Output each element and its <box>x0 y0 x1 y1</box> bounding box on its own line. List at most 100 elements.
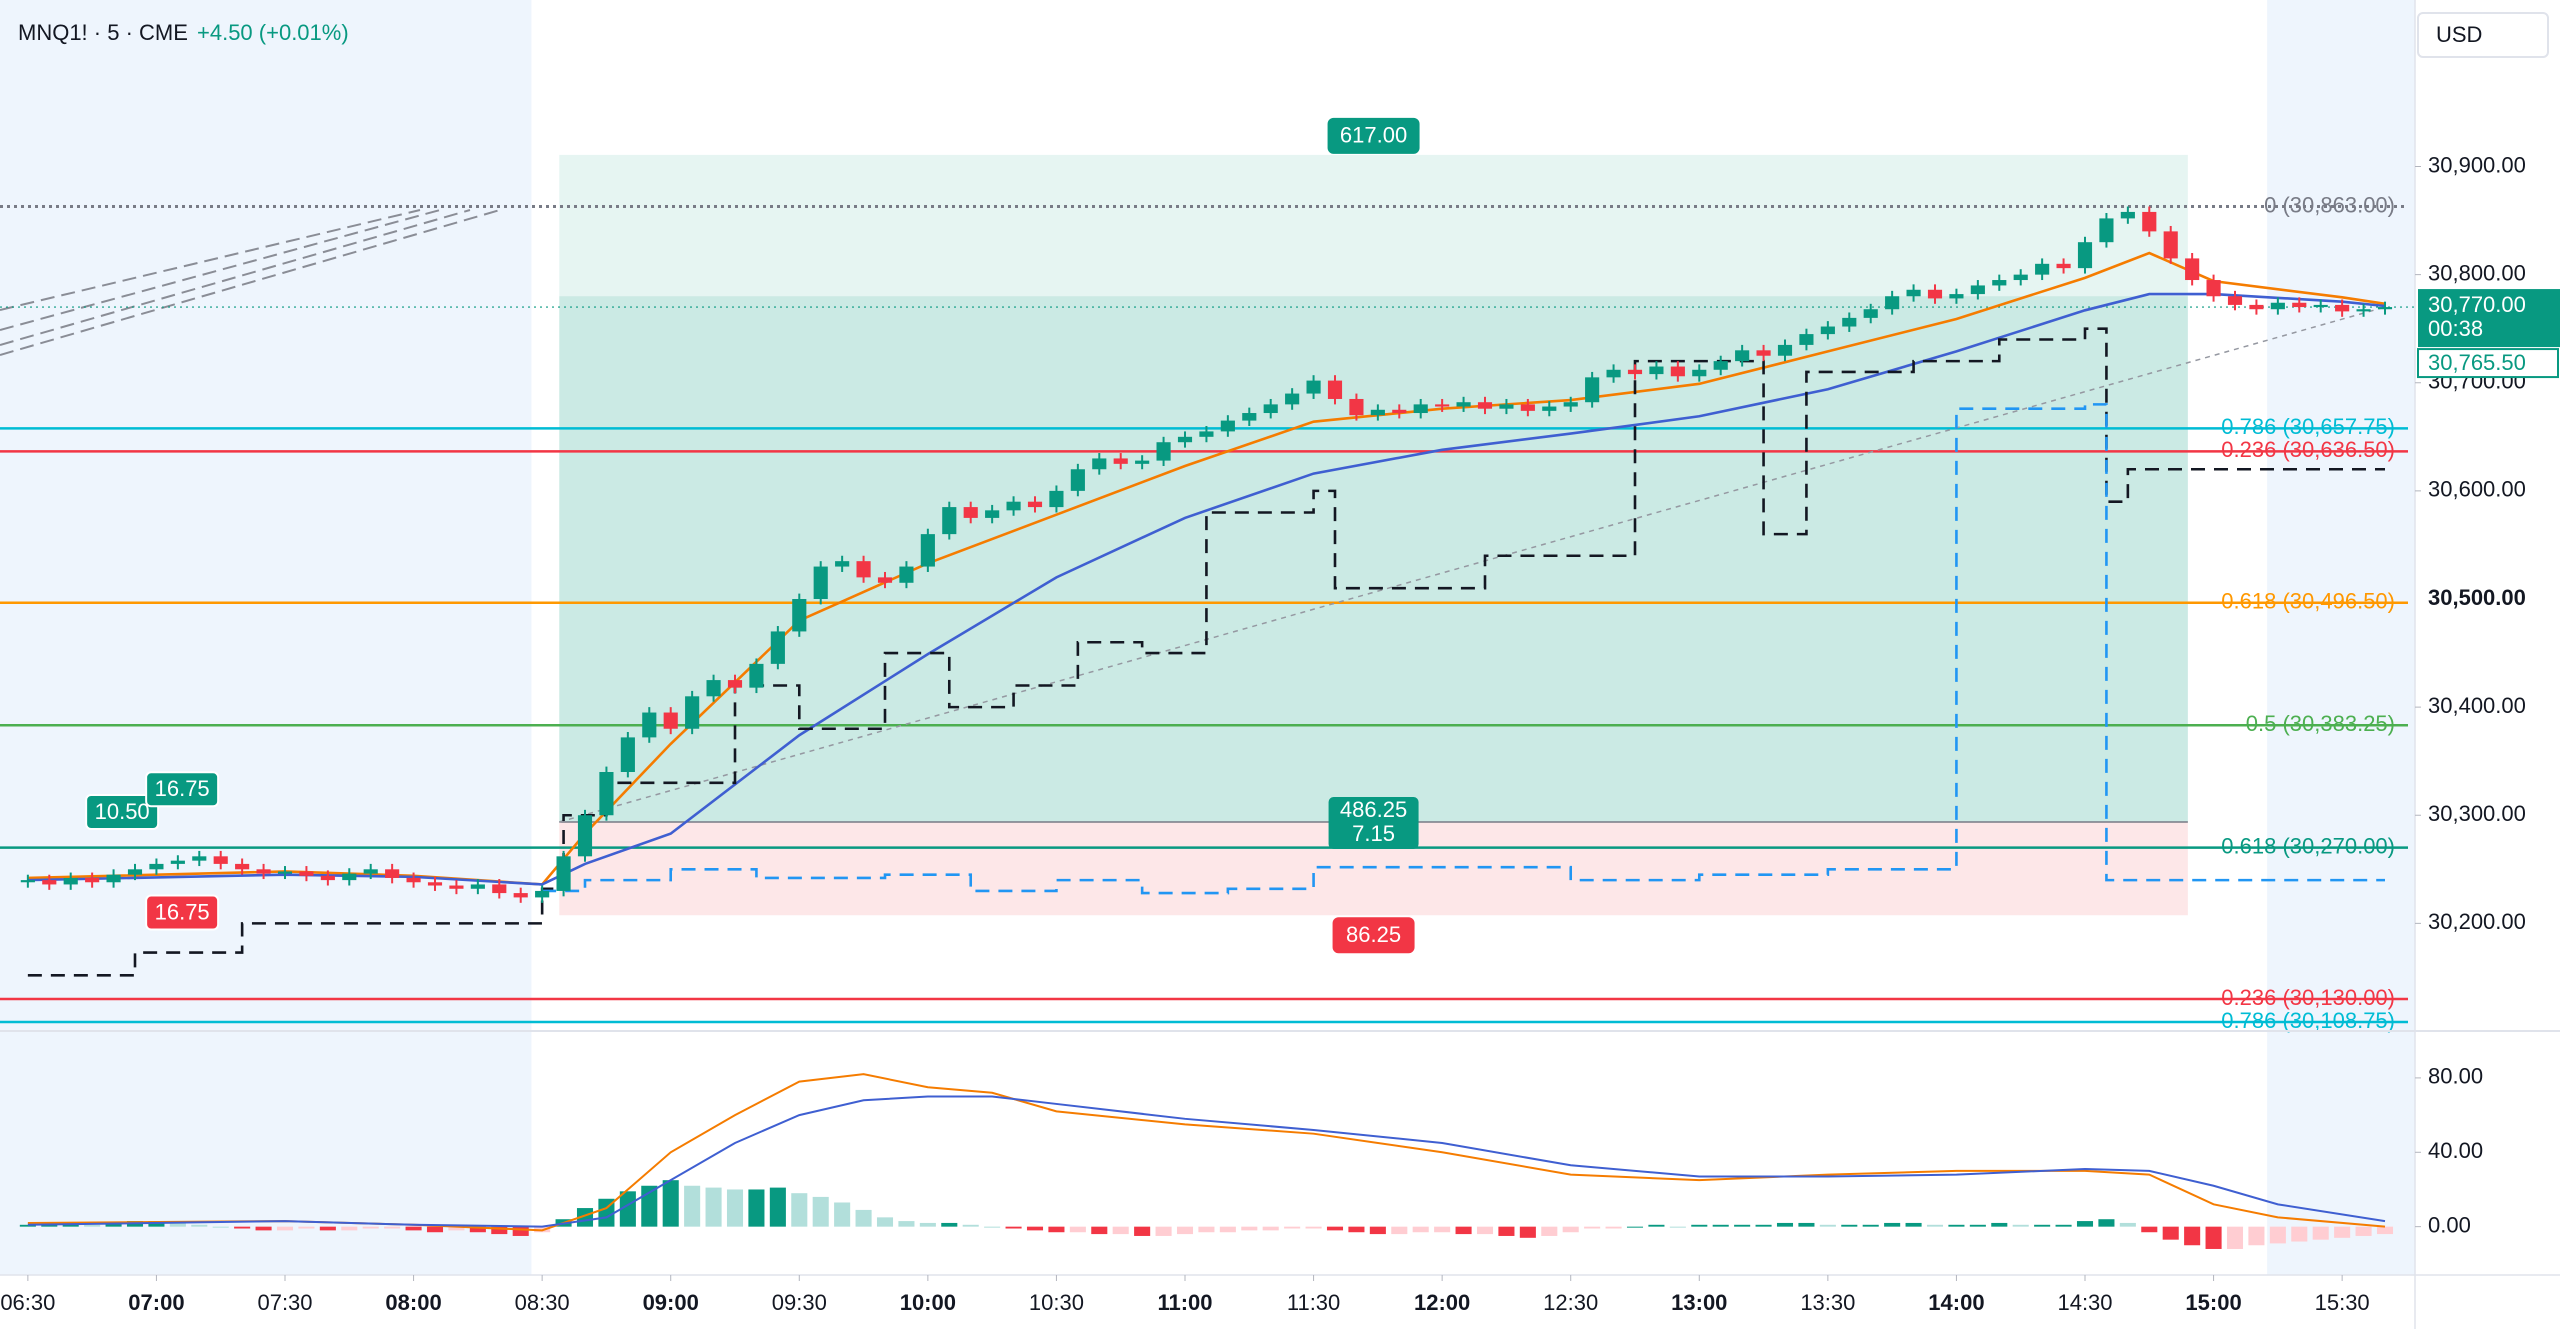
candle-body <box>1177 436 1193 443</box>
macd-histogram-bar <box>769 1187 786 1227</box>
candle-body <box>170 860 185 864</box>
trend-line <box>559 306 2386 823</box>
x-tick-label: 09:30 <box>772 1290 827 1315</box>
bid-price: 30,765.50 <box>2428 350 2526 375</box>
session-shade <box>2267 0 2415 1275</box>
candle-body <box>1027 501 1043 508</box>
target-label-box <box>1327 117 1420 154</box>
x-tick-label: 10:30 <box>1029 1290 1084 1315</box>
candle-body <box>363 869 378 874</box>
candle-body <box>2313 304 2328 308</box>
x-tick-label: 10:00 <box>900 1290 956 1315</box>
y-tick-label: 30,900.00 <box>2428 152 2526 177</box>
macd-histogram-bar <box>1476 1226 1494 1235</box>
macd-histogram-bar <box>1562 1226 1579 1233</box>
macd-histogram-bar <box>2376 1226 2394 1235</box>
target-label: 617.00 <box>1340 123 1407 148</box>
macd-histogram-bar <box>341 1226 358 1231</box>
x-tick-label: 15:30 <box>2315 1290 2370 1315</box>
pnl-box <box>1328 797 1419 850</box>
y-tick-label: 30,600.00 <box>2428 477 2526 502</box>
candle-body <box>256 869 271 874</box>
macd-histogram-bar <box>876 1217 894 1227</box>
candle-body <box>1413 404 1428 414</box>
macd-histogram-bar <box>276 1226 294 1231</box>
candle-body <box>385 869 400 878</box>
candle-body <box>342 873 357 881</box>
candle-body <box>877 577 893 583</box>
symbol-title: MNQ1! · 5 · CME <box>18 20 188 45</box>
last-price-box <box>2418 289 2560 348</box>
y-tick-label: 30,400.00 <box>2428 693 2526 718</box>
candle-body <box>2335 304 2350 312</box>
candle-body <box>1520 404 1535 411</box>
macd-histogram-bar <box>1884 1222 1901 1227</box>
macd-histogram-bar <box>1798 1222 1815 1227</box>
y-tick-label: 40.00 <box>2428 1138 2483 1163</box>
y-tick-label: 0.00 <box>2428 1212 2471 1237</box>
trend-line <box>0 209 441 331</box>
candle-body <box>1692 369 1707 377</box>
macd-histogram-bar <box>2248 1226 2265 1246</box>
currency-box <box>2417 12 2549 58</box>
macd-histogram-bar <box>1669 1226 1686 1228</box>
candle-body <box>1649 366 1664 375</box>
macd-histogram-bar <box>619 1191 636 1227</box>
candle-body <box>1285 393 1300 405</box>
macd-histogram-bar <box>1155 1226 1172 1236</box>
macd-histogram-bar <box>2034 1224 2051 1227</box>
candle-body <box>663 712 678 729</box>
fib-label: 0.786 (30,657.75) <box>2221 414 2395 439</box>
candle-body <box>1135 460 1150 464</box>
candle-body <box>1863 309 1878 318</box>
candle-body <box>1199 431 1214 437</box>
annotation-box <box>145 771 220 808</box>
x-tick-label: 13:30 <box>1800 1290 1855 1315</box>
candle-body <box>792 598 807 632</box>
candle-body <box>1242 413 1257 421</box>
macd-histogram-bar <box>1712 1224 1729 1227</box>
macd-histogram-bar <box>169 1222 186 1227</box>
macd-histogram-bar <box>2226 1226 2244 1249</box>
macd-histogram-bar <box>1326 1226 1344 1231</box>
moving-average <box>27 292 2386 886</box>
x-tick-label: 12:00 <box>1414 1290 1470 1315</box>
candle-body <box>2227 296 2243 305</box>
candle-body <box>2163 231 2178 259</box>
target-zone <box>559 154 2188 823</box>
macd-histogram-bar <box>319 1226 336 1231</box>
candle-body <box>2292 302 2307 308</box>
candle-body <box>835 561 850 567</box>
macd-histogram-bar <box>1134 1226 1151 1236</box>
macd-histogram-bar <box>1541 1226 1558 1236</box>
candle-body <box>556 856 571 891</box>
candle-body <box>620 737 635 772</box>
candle-body <box>299 871 314 876</box>
fib-label: 0.618 (30,270.00) <box>2221 833 2395 858</box>
candle-body <box>2099 218 2114 243</box>
candle-body <box>1885 296 1900 310</box>
macd-histogram-bar <box>191 1224 208 1227</box>
macd-histogram-bar <box>1112 1226 1129 1235</box>
candle-body <box>1627 369 1643 375</box>
bid-price-box <box>2417 348 2559 379</box>
candle-body <box>1306 380 1321 394</box>
candle-body <box>1585 377 1600 403</box>
stop-label: 86.25 <box>1346 922 1401 947</box>
x-tick-label: 14:30 <box>2057 1290 2112 1315</box>
candle-body <box>470 884 485 889</box>
y-tick-label: 80.00 <box>2428 1064 2483 1089</box>
candle-body <box>1606 369 1621 378</box>
candle-body <box>963 507 978 518</box>
macd-histogram-bar <box>234 1226 251 1229</box>
candle-body <box>1949 294 1964 299</box>
macd-histogram-bar <box>2076 1221 2094 1227</box>
macd-histogram-bar <box>791 1193 808 1227</box>
macd-histogram-bar <box>705 1187 722 1227</box>
macd-histogram-bar <box>19 1224 36 1227</box>
macd-histogram-bar <box>2205 1226 2222 1249</box>
macd-histogram-bar <box>362 1226 379 1229</box>
macd-histogram-bar <box>1969 1224 1986 1227</box>
candle-body <box>1992 280 2007 286</box>
countdown: 00:38 <box>2428 316 2483 341</box>
